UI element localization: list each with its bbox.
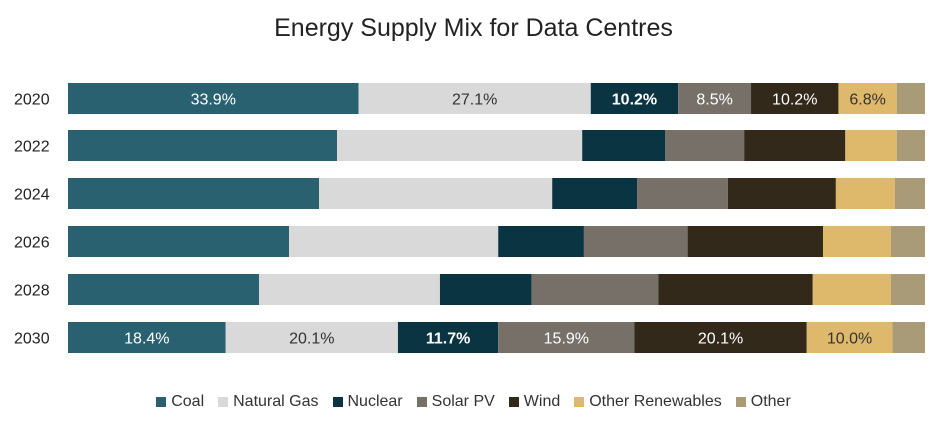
y-tick-label: 2028	[14, 283, 50, 300]
legend-swatch	[574, 397, 585, 407]
bar-wind-2020	[751, 83, 839, 114]
bar-wind-2024	[727, 178, 836, 209]
bar-solar-pv-2022	[665, 130, 745, 161]
bar-solar-pv-2020	[678, 83, 752, 114]
legend-item: Solar PV	[416, 393, 495, 411]
legend-label: Nuclear	[347, 393, 403, 410]
bar-coal-2026	[68, 226, 290, 257]
bar-other-renewables-2028	[812, 274, 891, 305]
bar-natural-gas-2030	[225, 322, 398, 353]
bar-solar-pv-2030	[498, 322, 635, 353]
legend-label: Other	[750, 393, 791, 410]
legend-swatch	[156, 397, 167, 407]
y-tick-label: 2030	[14, 331, 50, 348]
bar-nuclear-2028	[439, 274, 532, 305]
y-tick-label: 2020	[14, 92, 50, 109]
bar-other-2022	[896, 130, 925, 161]
bar-coal-2020	[68, 83, 359, 114]
data-label: 11.7%	[426, 331, 470, 348]
legend-item: Wind	[508, 393, 561, 411]
data-label: 10.2%	[772, 92, 817, 109]
bar-other-2024	[895, 178, 925, 209]
bar-wind-2030	[634, 322, 807, 353]
data-label: 20.1%	[698, 331, 743, 348]
bar-solar-pv-2028	[531, 274, 659, 305]
data-label: 33.9%	[191, 92, 236, 109]
data-label: 6.8%	[849, 92, 885, 109]
bar-natural-gas-2020	[358, 83, 591, 114]
legend-swatch	[416, 397, 427, 407]
bar-other-renewables-2022	[845, 130, 897, 161]
bar-solar-pv-2024	[637, 178, 728, 209]
y-tick-label: 2026	[14, 235, 50, 252]
bar-natural-gas-2022	[337, 130, 583, 161]
bar-nuclear-2020	[590, 83, 679, 114]
legend-swatch	[735, 397, 746, 407]
legend-item: Natural Gas	[218, 393, 319, 411]
bar-wind-2026	[687, 226, 824, 257]
data-label: 18.4%	[124, 331, 169, 348]
legend-label: Other Renewables	[589, 393, 722, 410]
bar-other-renewables-2026	[823, 226, 891, 257]
bar-other-2020	[896, 83, 925, 114]
data-label: 8.5%	[696, 92, 732, 109]
legend-swatch	[218, 397, 229, 407]
bar-other-renewables-2020	[838, 83, 897, 114]
bar-coal-2024	[68, 178, 320, 209]
legend-label: Solar PV	[431, 393, 495, 410]
legend: Coal Natural Gas Nuclear Solar PV Wind Other …	[0, 393, 947, 411]
data-label: 27.1%	[452, 92, 497, 109]
bar-other-2028	[890, 274, 925, 305]
legend-item: Other Renewables	[574, 393, 722, 411]
legend-label: Wind	[523, 393, 561, 410]
bar-coal-2028	[68, 274, 260, 305]
legend-swatch	[508, 397, 519, 407]
bar-other-2030	[892, 322, 925, 353]
bar-nuclear-2026	[498, 226, 584, 257]
bar-nuclear-2024	[552, 178, 638, 209]
bar-natural-gas-2024	[319, 178, 553, 209]
y-tick-label: 2024	[14, 187, 50, 204]
bar-wind-2028	[658, 274, 813, 305]
legend-label: Natural Gas	[233, 393, 319, 410]
bar-solar-pv-2026	[583, 226, 688, 257]
y-tick-label: 2022	[14, 139, 50, 156]
chart-title: Energy Supply Mix for Data Centres	[274, 14, 673, 42]
bar-nuclear-2022	[582, 130, 666, 161]
legend-label: Coal	[171, 393, 205, 410]
bar-other-renewables-2024	[835, 178, 896, 209]
data-label: 10.2%	[612, 92, 657, 109]
bar-natural-gas-2028	[259, 274, 440, 305]
bar-other-2026	[890, 226, 925, 257]
bar-coal-2022	[68, 130, 338, 161]
legend-item: Nuclear	[332, 393, 403, 411]
data-label: 20.1%	[289, 331, 334, 348]
bar-other-renewables-2030	[806, 322, 893, 353]
legend-item: Coal	[156, 393, 204, 411]
bar-coal-2030	[68, 322, 226, 353]
data-label: 10.0%	[827, 331, 872, 348]
legend-swatch	[332, 397, 343, 407]
bar-nuclear-2030	[397, 322, 499, 353]
data-label: 15.9%	[544, 331, 589, 348]
bar-wind-2022	[744, 130, 846, 161]
bar-natural-gas-2026	[289, 226, 499, 257]
legend-item: Other	[735, 393, 791, 411]
